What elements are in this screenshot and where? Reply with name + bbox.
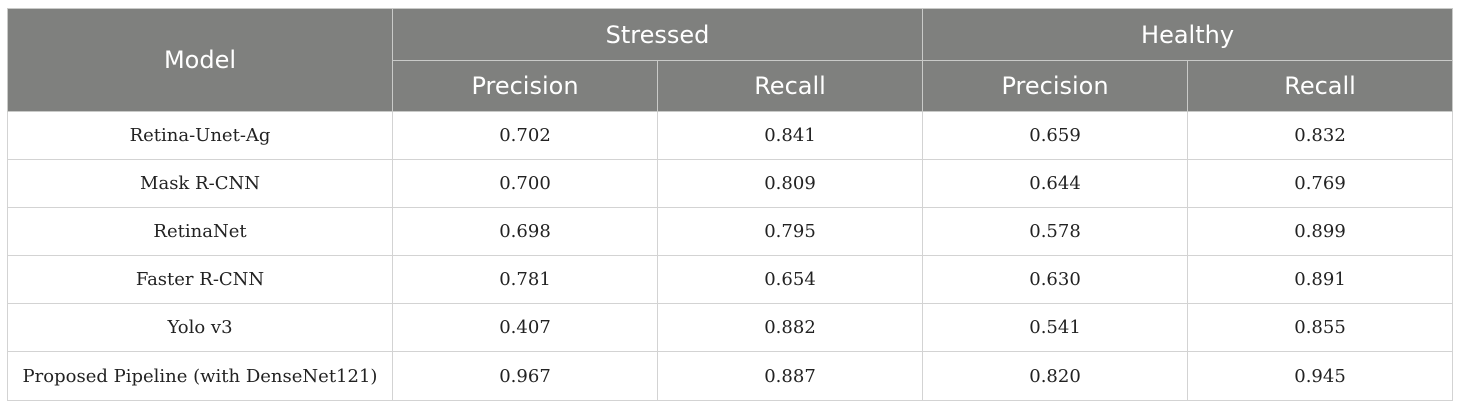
stressed-recall-cell: 0.795 bbox=[656, 207, 924, 256]
results-table: Model Stressed Healthy Precision Recall … bbox=[7, 8, 1454, 401]
model-name-cell: RetinaNet bbox=[7, 207, 393, 256]
table-row: Yolo v3 0.407 0.882 0.541 0.855 bbox=[7, 303, 1454, 352]
stressed-precision-cell: 0.407 bbox=[392, 303, 658, 352]
table-body: Retina-Unet-Ag 0.702 0.841 0.659 0.832 M… bbox=[7, 111, 1454, 401]
healthy-recall-cell: 0.899 bbox=[1187, 207, 1454, 256]
stressed-precision-cell: 0.700 bbox=[392, 159, 658, 208]
stressed-precision-cell: 0.967 bbox=[392, 351, 658, 401]
stressed-recall-cell: 0.841 bbox=[656, 111, 924, 160]
healthy-precision-cell: 0.578 bbox=[922, 207, 1189, 256]
model-name-cell: Proposed Pipeline (with DenseNet121) bbox=[7, 351, 393, 401]
stressed-precision-cell: 0.698 bbox=[392, 207, 658, 256]
healthy-recall-cell: 0.891 bbox=[1187, 255, 1454, 304]
healthy-recall-cell: 0.769 bbox=[1187, 159, 1454, 208]
stressed-recall-cell: 0.887 bbox=[656, 351, 924, 401]
stressed-precision-cell: 0.702 bbox=[392, 111, 658, 160]
healthy-recall-cell: 0.945 bbox=[1187, 351, 1454, 401]
stressed-recall-cell: 0.882 bbox=[656, 303, 924, 352]
healthy-precision-cell: 0.820 bbox=[922, 351, 1189, 401]
header-metric-row: Precision Recall Precision Recall bbox=[8, 60, 1454, 112]
table-row: Retina-Unet-Ag 0.702 0.841 0.659 0.832 bbox=[7, 111, 1454, 160]
healthy-precision-cell: 0.659 bbox=[922, 111, 1189, 160]
healthy-recall-cell: 0.832 bbox=[1187, 111, 1454, 160]
healthy-precision-cell: 0.630 bbox=[922, 255, 1189, 304]
model-name-cell: Retina-Unet-Ag bbox=[7, 111, 393, 160]
model-column-header: Model bbox=[7, 8, 393, 112]
model-name-cell: Mask R-CNN bbox=[7, 159, 393, 208]
stressed-precision-cell: 0.781 bbox=[392, 255, 658, 304]
healthy-recall-header: Recall bbox=[1187, 60, 1454, 112]
table-row: Mask R-CNN 0.700 0.809 0.644 0.769 bbox=[7, 159, 1454, 208]
healthy-precision-cell: 0.644 bbox=[922, 159, 1189, 208]
stressed-precision-header: Precision bbox=[392, 60, 658, 112]
header-group-row: Model Stressed Healthy bbox=[7, 8, 1454, 112]
healthy-group-header: Healthy bbox=[922, 8, 1454, 61]
table-row: RetinaNet 0.698 0.795 0.578 0.899 bbox=[7, 207, 1454, 256]
stressed-recall-cell: 0.654 bbox=[656, 255, 924, 304]
model-name-cell: Yolo v3 bbox=[7, 303, 393, 352]
healthy-recall-cell: 0.855 bbox=[1187, 303, 1454, 352]
table-row: Proposed Pipeline (with DenseNet121) 0.9… bbox=[7, 351, 1454, 401]
stressed-recall-cell: 0.809 bbox=[656, 159, 924, 208]
table-row: Faster R-CNN 0.781 0.654 0.630 0.891 bbox=[7, 255, 1454, 304]
model-name-cell: Faster R-CNN bbox=[7, 255, 393, 304]
table-header: Model Stressed Healthy Precision Recall … bbox=[7, 8, 1454, 112]
stressed-recall-header: Recall bbox=[656, 60, 924, 112]
stressed-group-header: Stressed bbox=[391, 8, 924, 61]
healthy-precision-header: Precision bbox=[922, 60, 1189, 112]
healthy-precision-cell: 0.541 bbox=[922, 303, 1189, 352]
